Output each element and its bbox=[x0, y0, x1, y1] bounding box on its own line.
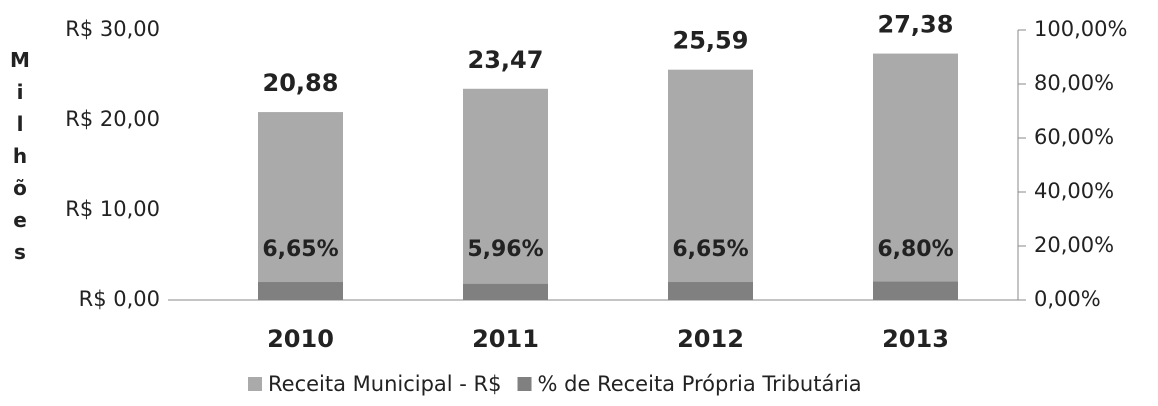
bar bbox=[668, 282, 753, 300]
bar bbox=[258, 112, 343, 300]
x-tick-label: 2013 bbox=[882, 325, 949, 353]
x-tick-label: 2012 bbox=[677, 325, 744, 353]
y2-tick-label: 100,00% bbox=[1034, 17, 1127, 41]
data-label: 6,65% bbox=[672, 237, 748, 262]
legend-swatch bbox=[517, 377, 532, 391]
y-tick-label: R$ 0,00 bbox=[79, 287, 160, 311]
y2-tick-label: 0,00% bbox=[1034, 287, 1101, 311]
y2-tick-label: 60,00% bbox=[1034, 125, 1114, 149]
data-label: 25,59 bbox=[673, 27, 749, 55]
data-label: 5,96% bbox=[467, 237, 543, 262]
y-axis-label: Milhões bbox=[8, 48, 32, 272]
legend-label: % de Receita Própria Tributária bbox=[538, 372, 862, 396]
data-label: 6,65% bbox=[262, 237, 338, 262]
x-tick-label: 2010 bbox=[267, 325, 334, 353]
y-tick-label: R$ 30,00 bbox=[65, 17, 160, 41]
legend-label: Receita Municipal - R$ bbox=[268, 372, 502, 396]
bar bbox=[463, 283, 548, 300]
legend-swatch bbox=[248, 377, 262, 391]
y-tick-label: R$ 10,00 bbox=[65, 197, 160, 221]
y-tick-label: R$ 20,00 bbox=[65, 107, 160, 131]
bar bbox=[873, 281, 958, 300]
y2-tick-label: 80,00% bbox=[1034, 71, 1114, 95]
data-label: 6,80% bbox=[877, 237, 953, 262]
bar bbox=[668, 69, 753, 300]
bar bbox=[873, 53, 958, 300]
data-label: 23,47 bbox=[468, 46, 544, 74]
x-tick-label: 2011 bbox=[472, 325, 539, 353]
data-label: 27,38 bbox=[878, 11, 954, 39]
y2-tick-label: 20,00% bbox=[1034, 233, 1114, 257]
data-label: 20,88 bbox=[263, 69, 339, 97]
bar bbox=[258, 282, 343, 300]
y2-tick-label: 40,00% bbox=[1034, 179, 1114, 203]
bar bbox=[463, 88, 548, 301]
